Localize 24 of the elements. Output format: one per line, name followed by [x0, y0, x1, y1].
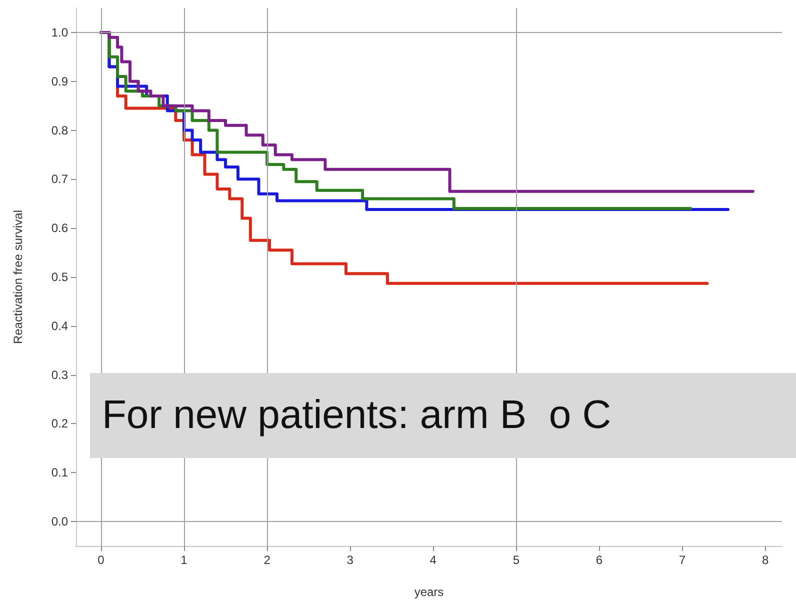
y-axis-title: Reactivation free survival — [11, 210, 25, 344]
x-tick-label: 0 — [98, 553, 105, 567]
y-tick-label: 0.8 — [51, 123, 68, 138]
x-axis-title: years — [414, 585, 444, 599]
x-tick-label: 3 — [346, 553, 354, 567]
y-tick-label: 0.7 — [51, 172, 68, 186]
x-tick-label: 6 — [596, 553, 603, 567]
annotation: For new patients: arm B o C — [102, 393, 612, 438]
y-tick-label: 0.1 — [51, 466, 68, 480]
y-tick-label: 0.5 — [51, 270, 68, 284]
x-tick-label: 7 — [678, 553, 686, 567]
x-tick-label: 5 — [512, 553, 520, 567]
y-tick-label: 0.6 — [51, 221, 68, 236]
y-tick-label: 0.2 — [51, 416, 68, 431]
y-tick-label: 0.9 — [51, 74, 68, 88]
x-tick-label: 1 — [180, 553, 188, 567]
y-tick-label: 0.4 — [51, 318, 68, 333]
x-tick-label: 2 — [264, 553, 271, 567]
y-tick-label: 0.3 — [51, 368, 68, 382]
x-tick-label: 8 — [762, 553, 770, 567]
note-box: For new patients: arm B o C — [90, 373, 796, 458]
y-tick-label: 1.0 — [51, 25, 68, 40]
y-tick-label: 0.0 — [51, 514, 68, 529]
x-tick-label: 4 — [430, 553, 437, 567]
